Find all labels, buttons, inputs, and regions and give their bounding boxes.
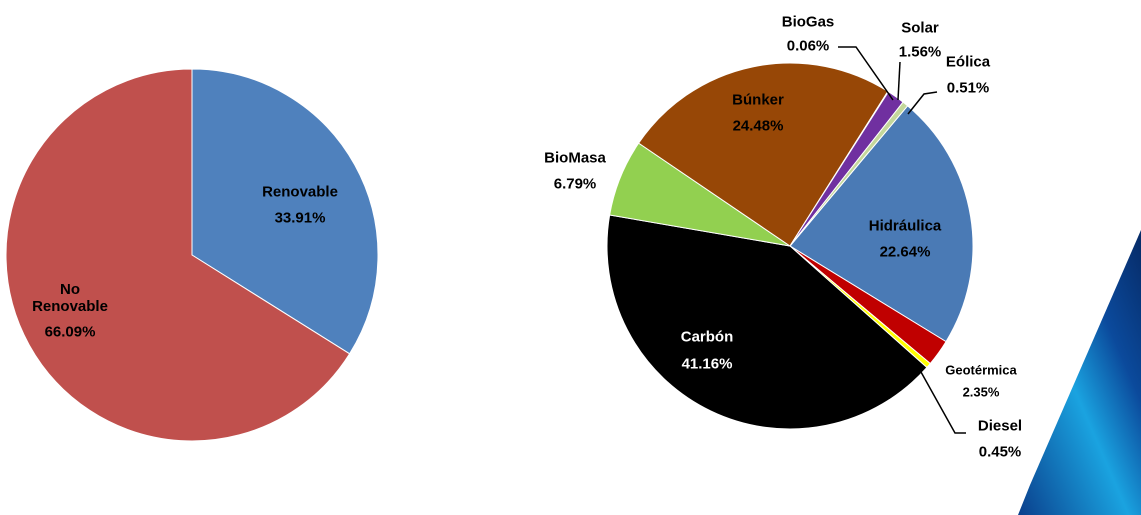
- slice-label: Geotérmica: [945, 362, 1017, 378]
- value-label: 33.91%: [274, 209, 326, 227]
- slice-label: Carbón: [680, 328, 734, 346]
- value-label: 1.56%: [898, 43, 942, 61]
- pie-slice: [606, 214, 928, 430]
- pie-slice: [789, 105, 974, 343]
- value-label: 22.64%: [879, 243, 931, 261]
- slice-label: Eólica: [945, 53, 991, 71]
- pie-slice: [637, 62, 889, 247]
- pie-slice: [191, 68, 379, 355]
- value-label: 66.09%: [44, 323, 96, 341]
- value-label: 6.79%: [553, 175, 597, 193]
- slice-label: Solar: [901, 19, 939, 37]
- value-label: 0.51%: [946, 79, 990, 97]
- value-label: 41.16%: [681, 355, 733, 373]
- value-label: 2.35%: [962, 384, 1000, 400]
- value-label: 0.45%: [978, 443, 1022, 461]
- slice-label: Renovable: [262, 183, 338, 201]
- slice-label: BioMasa: [544, 149, 606, 167]
- slice-label: No Renovable: [32, 281, 108, 315]
- pie-slice: [5, 68, 351, 442]
- value-label: 0.06%: [786, 37, 830, 55]
- leader-lines: [838, 46, 966, 434]
- decoration: [1018, 230, 1141, 515]
- value-label: 24.48%: [732, 117, 784, 135]
- slice-label: Hidráulica: [868, 217, 942, 235]
- slice-label: BioGas: [781, 13, 835, 31]
- slice-label: Búnker: [732, 91, 784, 109]
- slice-label: Diesel: [977, 417, 1023, 435]
- pie-slice: [789, 101, 909, 247]
